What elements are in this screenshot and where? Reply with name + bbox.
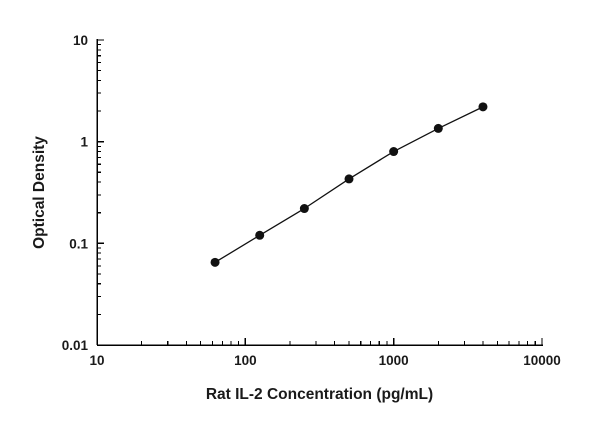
x-tick-label: 10000 xyxy=(523,353,561,368)
y-tick-label: 1 xyxy=(80,135,88,150)
x-tick-label: 100 xyxy=(234,353,257,368)
y-tick-label: 0.1 xyxy=(69,236,88,251)
y-tick-label: 10 xyxy=(73,33,88,48)
data-point xyxy=(299,204,309,214)
x-tick-label: 10 xyxy=(89,353,104,368)
y-tick-label: 0.01 xyxy=(62,338,89,353)
data-point xyxy=(433,123,443,133)
series-line xyxy=(214,106,484,263)
data-point xyxy=(389,147,399,157)
data-point xyxy=(210,257,220,267)
data-point xyxy=(344,174,354,184)
x-axis-title: Rat IL-2 Concentration (pg/mL) xyxy=(206,386,433,403)
data-point xyxy=(478,102,488,112)
y-axis-title: Optical Density xyxy=(31,136,48,249)
plot-area: 10 100 1000 10000 0.01 0.1 1 10 xyxy=(62,33,561,368)
x-tick-label: 1000 xyxy=(379,353,409,368)
data-point xyxy=(255,230,265,240)
